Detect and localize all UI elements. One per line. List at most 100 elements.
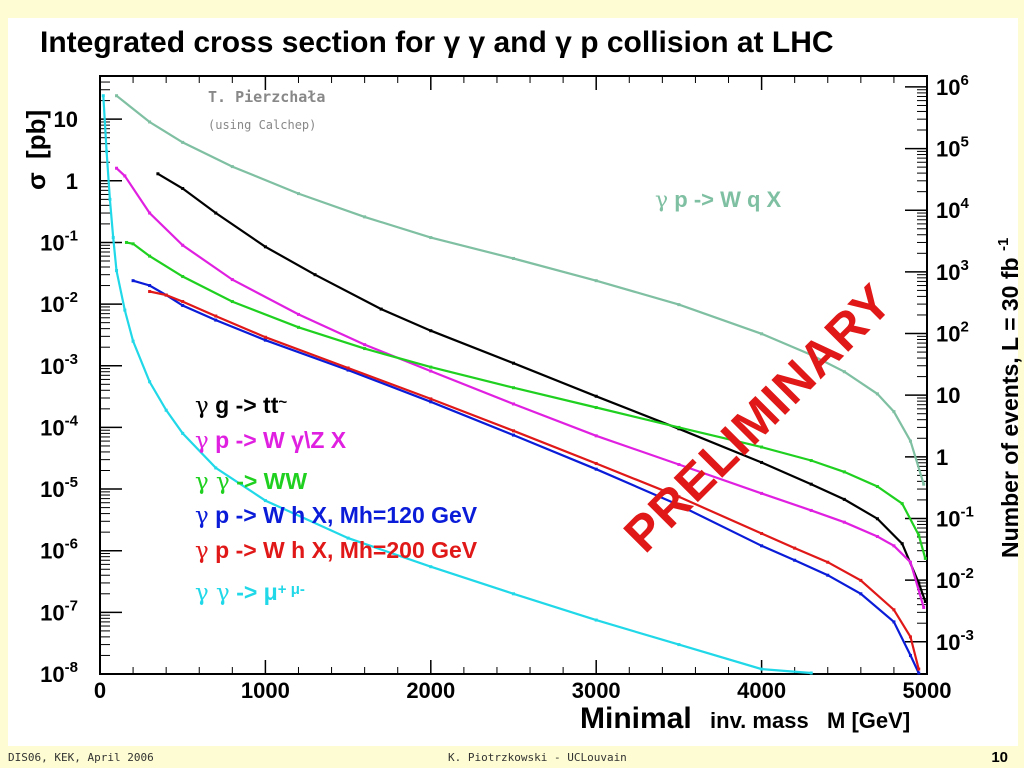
legend-tail: ~ (278, 394, 287, 411)
series-point (594, 406, 598, 410)
y2-tick-exp: 5 (960, 134, 968, 151)
series-point (181, 431, 185, 435)
series-point (429, 329, 433, 333)
y2-tick-label: 105 (936, 134, 969, 162)
series-point (148, 380, 152, 384)
x-tick-label: 1000 (241, 678, 290, 703)
title-part: Integrated cross section for (40, 26, 443, 59)
y2-axis-label-exp: -1 (995, 238, 1012, 251)
legend-entry: γ γ -> μ+ μ- (195, 579, 305, 606)
series-point (181, 187, 185, 191)
series-point (346, 366, 350, 370)
series-point (181, 275, 185, 279)
y-tick-exp: -3 (65, 351, 78, 368)
legend-text: p -> W h X, Mh=200 GeV (209, 537, 478, 563)
series-point (123, 174, 127, 178)
series-point (594, 394, 598, 398)
wqx-greek: γ (655, 188, 668, 213)
series-point (892, 544, 896, 548)
legend-greek: γ γ (195, 469, 230, 495)
series-point (214, 314, 218, 318)
series-point (594, 461, 598, 465)
series-label-wqx: γ p -> W q X (655, 187, 782, 213)
series-point (181, 303, 185, 307)
x-axis-label-unit: M [GeV] (827, 708, 910, 733)
y2-tick-label: 10-3 (936, 627, 974, 655)
series-point (922, 605, 926, 609)
series-point (908, 560, 912, 564)
series-point (123, 308, 127, 312)
series-point (131, 339, 135, 343)
legend-text: p -> W γ\Z X (209, 427, 347, 453)
series-point (594, 434, 598, 438)
legend-greek: γ (195, 393, 209, 419)
series-point (346, 368, 350, 372)
series-point (512, 429, 515, 433)
y-tick-exp: -1 (65, 227, 78, 244)
legend-greek: γ (195, 538, 209, 564)
y-tick-exp: -5 (65, 474, 78, 491)
series-point (594, 467, 598, 471)
series-line (132, 279, 920, 674)
series-point (760, 532, 764, 536)
legend-text: p -> W h X, Mh=120 GeV (209, 502, 478, 528)
series-point (677, 463, 681, 467)
series-point (429, 397, 433, 401)
x-tick-label: 2000 (406, 678, 455, 703)
series-point (164, 293, 168, 297)
series-point (875, 517, 879, 521)
y-tick-label: 10 (54, 107, 78, 132)
series-point (917, 667, 921, 671)
series-point (313, 273, 317, 277)
series-point (296, 325, 300, 329)
y2-tick-label: 103 (936, 257, 969, 285)
legend-entry: γ p -> W h X, Mh=200 GeV (195, 537, 478, 564)
title-part: γ γ (443, 26, 485, 59)
series-point (156, 172, 160, 176)
y-tick-label: 1 (66, 169, 78, 194)
series-point (512, 402, 515, 406)
y2-tick-exp: -1 (960, 503, 973, 520)
legend-greek: γ (195, 503, 209, 529)
series-point (917, 581, 921, 585)
series-point (842, 497, 846, 501)
series-point (214, 318, 218, 322)
series-point (677, 303, 681, 307)
x-tick-label: 3000 (572, 678, 621, 703)
series-point (512, 433, 515, 437)
series-point (148, 211, 152, 215)
y-tick-label: 10-8 (40, 659, 78, 687)
series-point (677, 425, 681, 429)
series-point (124, 240, 128, 244)
series-point (230, 300, 234, 304)
series-point (512, 592, 515, 596)
y-tick-label: 10-6 (40, 536, 78, 564)
series-point (512, 256, 515, 260)
footer-author: K. Piotrzkowski - UCLouvain (448, 751, 627, 764)
series-point (677, 495, 681, 499)
y2-tick-label: 1 (936, 445, 948, 470)
series-point (512, 386, 515, 390)
tool-label: (using Calchep) (208, 118, 316, 132)
series-point (296, 192, 300, 196)
legend-entry: γ p -> W h X, Mh=120 GeV (195, 502, 478, 529)
legend-tail: + μ- (278, 581, 305, 598)
legend-text: g -> tt (209, 392, 279, 418)
series-point (181, 140, 185, 144)
y2-tick-label: 104 (936, 195, 969, 223)
series-point (859, 578, 863, 582)
y2-tick-exp: 2 (960, 319, 968, 336)
y-axis-label: σ [pb] (21, 110, 51, 190)
series-point (263, 335, 267, 339)
series-group (101, 94, 927, 675)
y-tick-label: 10-4 (40, 412, 78, 440)
series-point (594, 279, 598, 283)
legend-entry: γ p -> W γ\Z X (195, 427, 347, 454)
series-point (917, 533, 921, 537)
series-point (363, 215, 367, 219)
series-point (900, 502, 904, 506)
series-point (892, 410, 896, 414)
series-point (296, 312, 300, 316)
series-point (429, 400, 433, 404)
